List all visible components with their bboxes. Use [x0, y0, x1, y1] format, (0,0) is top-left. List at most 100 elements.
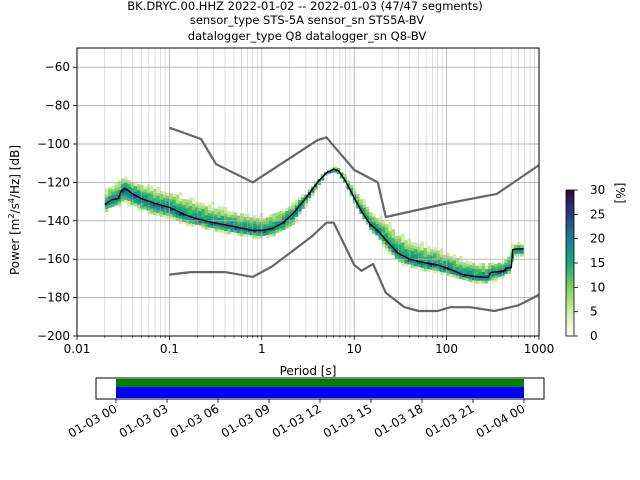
heatmap-cell	[269, 234, 273, 238]
heatmap-cell	[391, 229, 395, 233]
heatmap-cell	[217, 214, 222, 219]
heatmap-cell	[504, 271, 508, 275]
heatmap-cell	[388, 239, 392, 243]
heatmap-cell	[188, 200, 193, 204]
heatmap-cell	[240, 216, 244, 220]
heatmap-cell	[182, 216, 186, 220]
heatmap-cell	[446, 272, 450, 277]
heatmap-cell	[381, 220, 386, 224]
heatmap-cell	[214, 208, 218, 212]
heatmap-cell	[120, 198, 125, 202]
heatmap-cell	[465, 266, 470, 270]
heatmap-cell	[127, 192, 131, 196]
heatmap-cell	[281, 212, 286, 216]
heatmap-cell	[159, 210, 164, 215]
heatmap-cell	[278, 213, 283, 218]
y-tick-label: −140	[37, 214, 70, 228]
heatmap-cell	[462, 268, 466, 272]
heatmap-cell	[401, 233, 405, 237]
heatmap-cell	[439, 271, 444, 275]
heatmap-cell	[401, 245, 405, 249]
heatmap-cell	[414, 260, 418, 264]
heatmap-cell	[439, 251, 444, 255]
heatmap-cell	[252, 220, 257, 224]
heatmap-cell	[423, 250, 428, 255]
heatmap-cell	[198, 210, 202, 214]
heatmap-cell	[500, 266, 505, 271]
heatmap-cell	[455, 275, 460, 279]
heatmap-cell	[243, 228, 247, 232]
heatmap-cell	[404, 251, 408, 255]
heatmap-cell	[491, 279, 495, 283]
heatmap-cell	[362, 204, 367, 208]
heatmap-cell	[175, 197, 180, 201]
heatmap-cell	[436, 253, 441, 257]
colorbar-tick-label: 20	[590, 232, 605, 246]
heatmap-cell	[137, 192, 141, 196]
heatmap-cell	[462, 271, 466, 275]
heatmap-cell	[166, 192, 170, 196]
heatmap-cell	[301, 205, 305, 209]
heatmap-cell	[204, 212, 209, 216]
heatmap-cell	[401, 256, 405, 260]
heatmap-cell	[468, 261, 473, 265]
heatmap-cell	[198, 216, 202, 220]
heatmap-cell	[285, 213, 289, 217]
heatmap-cell	[104, 188, 109, 192]
heatmap-cell	[359, 202, 363, 206]
heatmap-cell	[162, 191, 167, 195]
heatmap-cell	[166, 198, 170, 202]
heatmap-cell	[504, 259, 508, 263]
heatmap-cell	[259, 236, 263, 240]
heatmap-cell	[497, 262, 502, 266]
heatmap-cell	[397, 235, 402, 239]
heatmap-cell	[459, 258, 463, 262]
heatmap-cell	[310, 189, 315, 193]
heatmap-cell	[397, 244, 402, 248]
heatmap-cell	[410, 262, 415, 266]
heatmap-cell	[166, 209, 170, 213]
heatmap-cell	[269, 225, 273, 229]
heatmap-cell	[220, 215, 225, 219]
heatmap-cell	[488, 277, 492, 281]
heatmap-cell	[455, 266, 460, 270]
heatmap-cell	[137, 198, 141, 202]
heatmap-cell	[339, 175, 344, 179]
heatmap-cell	[233, 212, 238, 216]
heatmap-cell	[517, 253, 521, 257]
heatmap-cell	[465, 269, 470, 273]
heatmap-cell	[494, 269, 499, 273]
heatmap-cell	[249, 231, 254, 236]
colorbar: 0 5 10 15 20 25 30 [%]	[565, 183, 627, 343]
heatmap-cell	[452, 265, 457, 269]
heatmap-cell	[330, 166, 334, 171]
heatmap-cell	[114, 185, 118, 189]
heatmap-cell	[433, 264, 437, 268]
heatmap-cell	[449, 259, 453, 263]
heatmap-cell	[252, 226, 257, 230]
x-tick-label: 0.1	[160, 342, 179, 356]
heatmap-cell	[201, 214, 205, 218]
heatmap-cell	[420, 244, 424, 248]
heatmap-cell	[104, 197, 109, 201]
heatmap-cell	[404, 243, 408, 247]
heatmap-cell	[281, 218, 286, 222]
title-line-3: datalogger_type Q8 datalogger_sn Q8-BV	[188, 29, 427, 43]
heatmap-cell	[217, 206, 222, 210]
heatmap-cell	[166, 195, 170, 199]
heatmap-cell	[178, 212, 183, 216]
heatmap-cell	[475, 271, 479, 275]
heatmap-cell	[188, 203, 193, 207]
heatmap-cell	[365, 221, 370, 225]
heatmap-cell	[471, 280, 476, 284]
heatmap-cell	[259, 224, 263, 228]
heatmap-cell	[120, 189, 125, 193]
heatmap-cell	[201, 217, 205, 221]
heatmap-cell	[336, 168, 341, 172]
heatmap-cell	[304, 197, 309, 201]
heatmap-cell	[124, 190, 128, 195]
heatmap-cell	[513, 244, 518, 248]
heatmap-cell	[227, 219, 231, 223]
heatmap-cell	[223, 224, 228, 228]
heatmap-cell	[124, 176, 128, 180]
